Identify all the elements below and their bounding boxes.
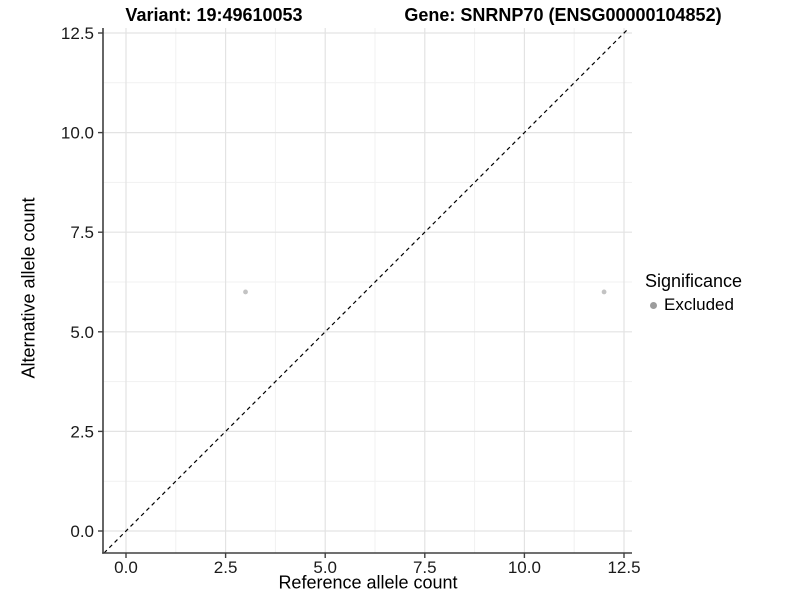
plot-title-gene: Gene: SNRNP70 (ENSG00000104852)	[404, 5, 722, 25]
x-tick-label: 12.5	[607, 558, 640, 577]
y-tick-label: 0.0	[70, 522, 94, 541]
y-tick-label: 7.5	[70, 223, 94, 242]
legend-item-label: Excluded	[664, 295, 734, 314]
y-tick-label: 12.5	[61, 24, 94, 43]
identity-dashed-line	[103, 27, 630, 554]
x-tick-label: 7.5	[413, 558, 437, 577]
x-axis-title: Reference allele count	[278, 572, 458, 593]
legend-item-excluded: Excluded	[645, 295, 742, 315]
legend-key-dot-icon	[649, 301, 657, 309]
legend-title: Significance	[645, 271, 743, 291]
data-point	[243, 289, 248, 295]
y-axis-title: Alternative allele count	[18, 197, 39, 379]
plot-title-variant: Variant: 19:49610053	[125, 5, 303, 25]
y-tick-label: 5.0	[70, 323, 94, 342]
x-tick-label: 5.0	[313, 558, 337, 577]
legend-key	[645, 297, 661, 313]
data-point	[601, 289, 607, 295]
x-tick-label: 2.5	[214, 558, 238, 577]
x-tick-label: 10.0	[508, 558, 541, 577]
y-tick-label: 2.5	[70, 422, 94, 441]
x-tick-label: 0.0	[114, 558, 138, 577]
legend: Significance Excluded	[645, 271, 742, 315]
y-tick-label: 10.0	[61, 124, 94, 143]
